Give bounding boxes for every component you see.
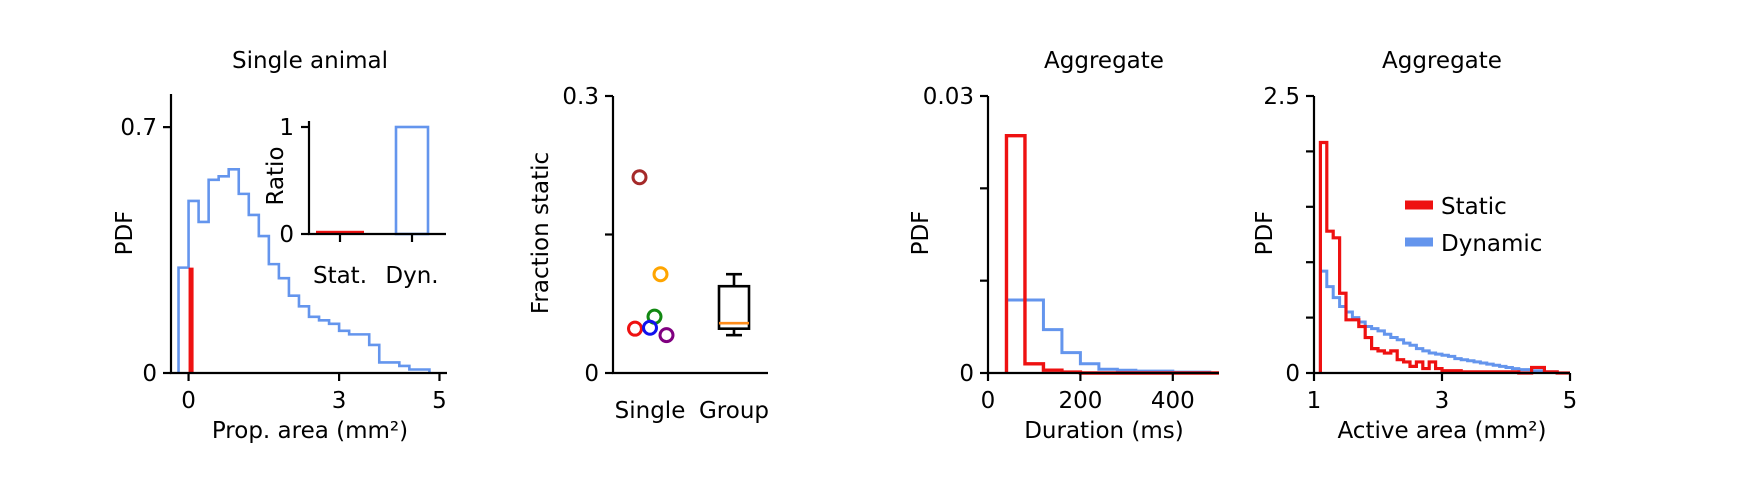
legend-dynamic-label: Dynamic (1441, 231, 1542, 257)
panel-aggregate-duration: Aggregate PDF Duration (ms) 0 200 400 0 0.03 (908, 48, 1219, 444)
point-4 (642, 319, 658, 336)
panel-3-xtick-label-2: 400 (1151, 388, 1195, 414)
panel-2-xtick-label-0: Single (615, 398, 686, 424)
panel-4-xtick-label-0: 1 (1307, 388, 1322, 414)
static-series-line (1004, 134, 1219, 375)
static-series-line (1318, 140, 1570, 375)
point-3 (627, 320, 643, 337)
inset-bar-dyn (394, 125, 430, 236)
panel-1-ytick-label-1: 0.7 (120, 115, 157, 141)
panel-4-ticks: 1 3 5 0 2.5 (1263, 84, 1577, 414)
inset-axes (307, 121, 446, 236)
panel-3-ytick-label-3: 0.03 (923, 84, 974, 110)
panel-2-xtick-label-1: Group (699, 398, 769, 424)
inset-xtick-label-1: Dyn. (385, 263, 438, 289)
panel-fraction-static: Fraction static 0 0.3 Single Group (528, 84, 769, 424)
panel-4-legend: Static Dynamic (1405, 194, 1542, 257)
panel-1-xtick-label-2: 5 (432, 388, 447, 414)
panel-single-animal: Single animal PDF Prop. area (mm²) 0 3 500… (112, 48, 447, 444)
dynamic-series-line (1318, 269, 1570, 375)
panel-3-xtick-label-0: 0 (981, 388, 996, 414)
inset-xtick-label-0: Stat. (313, 263, 367, 289)
panel-2-plot-area (627, 169, 751, 344)
panel-3-title: Aggregate (1044, 48, 1164, 74)
inset-ylabel: Ratio (263, 146, 289, 205)
box-iqr (717, 284, 751, 330)
inset-plot-area (316, 125, 430, 236)
point-0 (631, 169, 648, 186)
panel-4-xtick-label-1: 3 (1435, 388, 1450, 414)
panel-3-xtick-label-1: 200 (1058, 388, 1102, 414)
panel-3-plot-area (1004, 134, 1219, 375)
dynamic-series-line (177, 167, 431, 373)
panel-1-xtick-label-1: 3 (332, 388, 347, 414)
panel-1-ylabel: PDF (112, 211, 138, 256)
panel-2-ytick-label-2: 0.3 (562, 84, 599, 110)
inset-ytick-label-0: 0 (279, 222, 294, 248)
panel-3-xlabel: Duration (ms) (1024, 418, 1184, 444)
panel-1-xtick-label-0: 0 (181, 388, 196, 414)
dynamic-series-line (1004, 298, 1219, 375)
panel-3-ticks: 0 200 400 0 0.03 (923, 84, 1195, 414)
panel-2-ticks: 0 0.3 Single Group (562, 84, 769, 424)
panel-4-ylabel: PDF (1252, 211, 1278, 256)
point-1 (652, 266, 669, 283)
panel-1-xlabel: Prop. area (mm²) (212, 418, 408, 444)
panel-2-axes (611, 96, 768, 375)
panel-4-ytick-label-0: 0 (1285, 361, 1300, 387)
panel-4-xlabel: Active area (mm²) (1337, 418, 1546, 444)
panel-1-ytick-label-0: 0 (142, 361, 157, 387)
panel-3-ytick-label-0: 0 (959, 361, 974, 387)
panel-1-inset: Ratio 0 1 Stat. Dyn. (263, 115, 446, 289)
panel-4-title: Aggregate (1382, 48, 1502, 74)
panel-2-ytick-label-0: 0 (584, 361, 599, 387)
legend-static-label: Static (1441, 194, 1507, 220)
inset-ytick-label-1: 1 (279, 115, 294, 141)
panel-1-title: Single animal (232, 48, 388, 74)
point-5 (658, 327, 675, 344)
panel-3-axes (986, 96, 1219, 375)
inset-bar-stat (316, 230, 364, 234)
panel-2-ylabel: Fraction static (528, 152, 554, 314)
panel-4-ytick-label-5: 2.5 (1263, 84, 1300, 110)
panel-1-ticks: 0 3 5 0 0.7 (120, 115, 446, 414)
panel-4-xtick-label-2: 5 (1563, 388, 1578, 414)
inset-ticks: 0 1 Stat. Dyn. (279, 115, 438, 289)
panel-1-plot-area (177, 167, 431, 373)
static-bar-0 (188, 267, 194, 373)
panel-3-ylabel: PDF (908, 211, 934, 256)
panel-4-plot-area (1318, 140, 1570, 375)
panel-aggregate-active-area: Aggregate PDF Active area (mm²) 1 3 502.5 … (1252, 48, 1577, 444)
